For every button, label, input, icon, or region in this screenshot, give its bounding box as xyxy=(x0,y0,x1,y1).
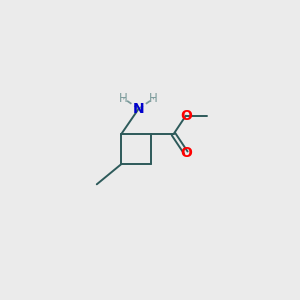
Text: H: H xyxy=(119,92,128,105)
Text: H: H xyxy=(149,92,158,105)
Text: O: O xyxy=(180,146,192,160)
Text: N: N xyxy=(133,102,145,116)
Text: O: O xyxy=(180,109,192,123)
